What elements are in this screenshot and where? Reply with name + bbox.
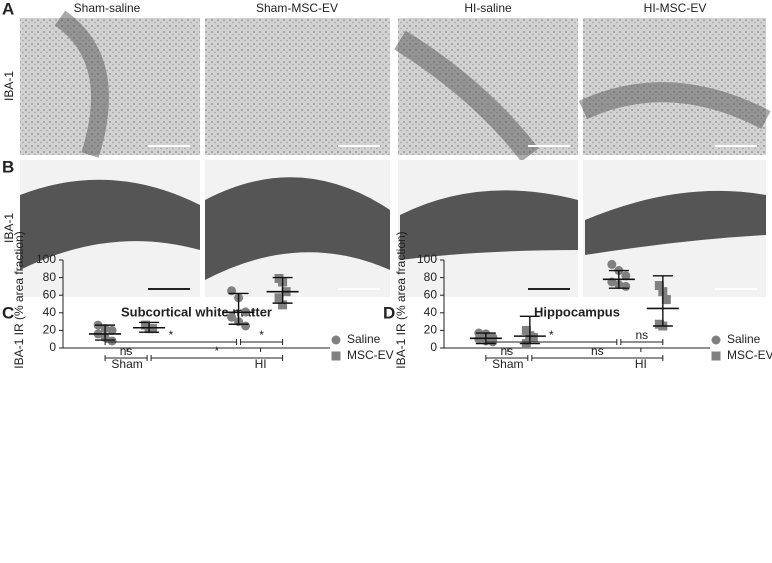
y-axis-label: IBA-1 IR (% area fraction) xyxy=(12,231,26,368)
panel-label: D xyxy=(383,303,395,322)
significance-label: * xyxy=(259,328,264,342)
data-point xyxy=(474,334,484,344)
tissue-band xyxy=(54,10,109,158)
significance-label: ns xyxy=(500,344,513,358)
chart-title: Hippocampus xyxy=(534,304,620,319)
column-label: HI-saline xyxy=(464,1,512,15)
data-point xyxy=(621,271,631,281)
hippocampus xyxy=(20,179,200,270)
y-tick-label: 100 xyxy=(417,252,437,266)
significance-label: ns xyxy=(591,344,604,358)
hippocampus xyxy=(585,190,766,255)
legend-marker xyxy=(331,335,341,345)
row-label: IBA-1 xyxy=(2,71,16,101)
scale-bars xyxy=(148,145,757,290)
panel-label: B xyxy=(2,157,14,176)
significance-label: * xyxy=(214,344,219,358)
y-tick-label: 100 xyxy=(36,252,56,266)
data-point xyxy=(107,336,117,346)
legend-label: MSC-EV xyxy=(727,348,772,362)
x-tick-label: Sham xyxy=(492,357,523,371)
hippocampus xyxy=(400,190,578,260)
data-point xyxy=(607,259,617,269)
y-tick-label: 60 xyxy=(424,287,438,301)
y-tick-label: 80 xyxy=(43,270,57,284)
significance-label: ns xyxy=(635,328,648,342)
data-point xyxy=(621,281,631,291)
data-point xyxy=(521,325,531,335)
column-label: HI-MSC-EV xyxy=(644,1,707,15)
data-point xyxy=(241,321,251,331)
data-point xyxy=(278,300,288,310)
data-point xyxy=(107,325,117,335)
y-tick-label: 60 xyxy=(43,287,57,301)
tissue-band xyxy=(578,82,771,129)
legend-marker xyxy=(331,351,341,361)
y-tick-label: 40 xyxy=(424,305,438,319)
data-point xyxy=(148,324,158,334)
micrograph xyxy=(398,18,578,155)
legend-marker xyxy=(711,351,721,361)
significance-label: * xyxy=(549,328,554,342)
y-tick-label: 80 xyxy=(424,270,438,284)
x-tick-label: HI xyxy=(635,357,647,371)
panel-label: A xyxy=(2,0,14,18)
data-point xyxy=(661,295,671,305)
data-point xyxy=(528,332,538,342)
tissue-band xyxy=(394,30,539,162)
row-label: IBA-1 xyxy=(2,213,16,243)
micrograph xyxy=(205,18,390,155)
micrographs xyxy=(20,10,771,297)
legend-label: MSC-EV xyxy=(347,348,394,362)
column-label: Sham-saline xyxy=(74,1,141,15)
column-label: Sham-MSC-EV xyxy=(256,1,338,15)
micrograph xyxy=(20,18,200,155)
y-tick-label: 40 xyxy=(43,305,57,319)
data-point xyxy=(227,312,237,322)
significance-label: * xyxy=(168,328,173,342)
data-point xyxy=(654,281,664,291)
y-tick-label: 0 xyxy=(430,340,437,354)
legend-label: Saline xyxy=(347,332,381,346)
y-tick-label: 20 xyxy=(43,323,57,337)
y-axis-label: IBA-1 IR (% area fraction) xyxy=(394,231,408,368)
x-tick-label: HI xyxy=(255,357,267,371)
hippocampus xyxy=(205,177,390,280)
x-tick-label: Sham xyxy=(111,357,142,371)
legend-marker xyxy=(711,335,721,345)
data-point xyxy=(274,293,284,303)
y-tick-label: 0 xyxy=(49,340,56,354)
significance-label: ns xyxy=(120,344,133,358)
legend-label: Saline xyxy=(727,332,761,346)
panel-label: C xyxy=(2,303,14,322)
y-tick-label: 20 xyxy=(424,323,438,337)
